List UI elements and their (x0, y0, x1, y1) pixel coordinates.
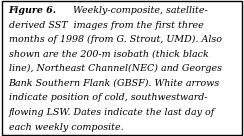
Text: Figure 6.: Figure 6. (9, 6, 57, 15)
FancyBboxPatch shape (2, 1, 242, 135)
Text: Weekly-composite, satellite-: Weekly-composite, satellite- (71, 6, 208, 15)
Text: each weekly composite.: each weekly composite. (9, 123, 123, 132)
Text: flowing LSW. Dates indicate the last day of: flowing LSW. Dates indicate the last day… (9, 108, 215, 117)
Text: Bank Southern Flank (GBSF). White arrows: Bank Southern Flank (GBSF). White arrows (9, 79, 220, 88)
Text: derived SST  images from the first three: derived SST images from the first three (9, 21, 203, 30)
Text: months of 1998 (from G. Strout, UMD). Also: months of 1998 (from G. Strout, UMD). Al… (9, 35, 222, 44)
Text: line), Northeast Channel(NEC) and Georges: line), Northeast Channel(NEC) and George… (9, 64, 222, 73)
Text: shown are the 200-m isobath (thick black: shown are the 200-m isobath (thick black (9, 50, 208, 59)
Text: indicate position of cold, southwestward-: indicate position of cold, southwestward… (9, 93, 207, 102)
